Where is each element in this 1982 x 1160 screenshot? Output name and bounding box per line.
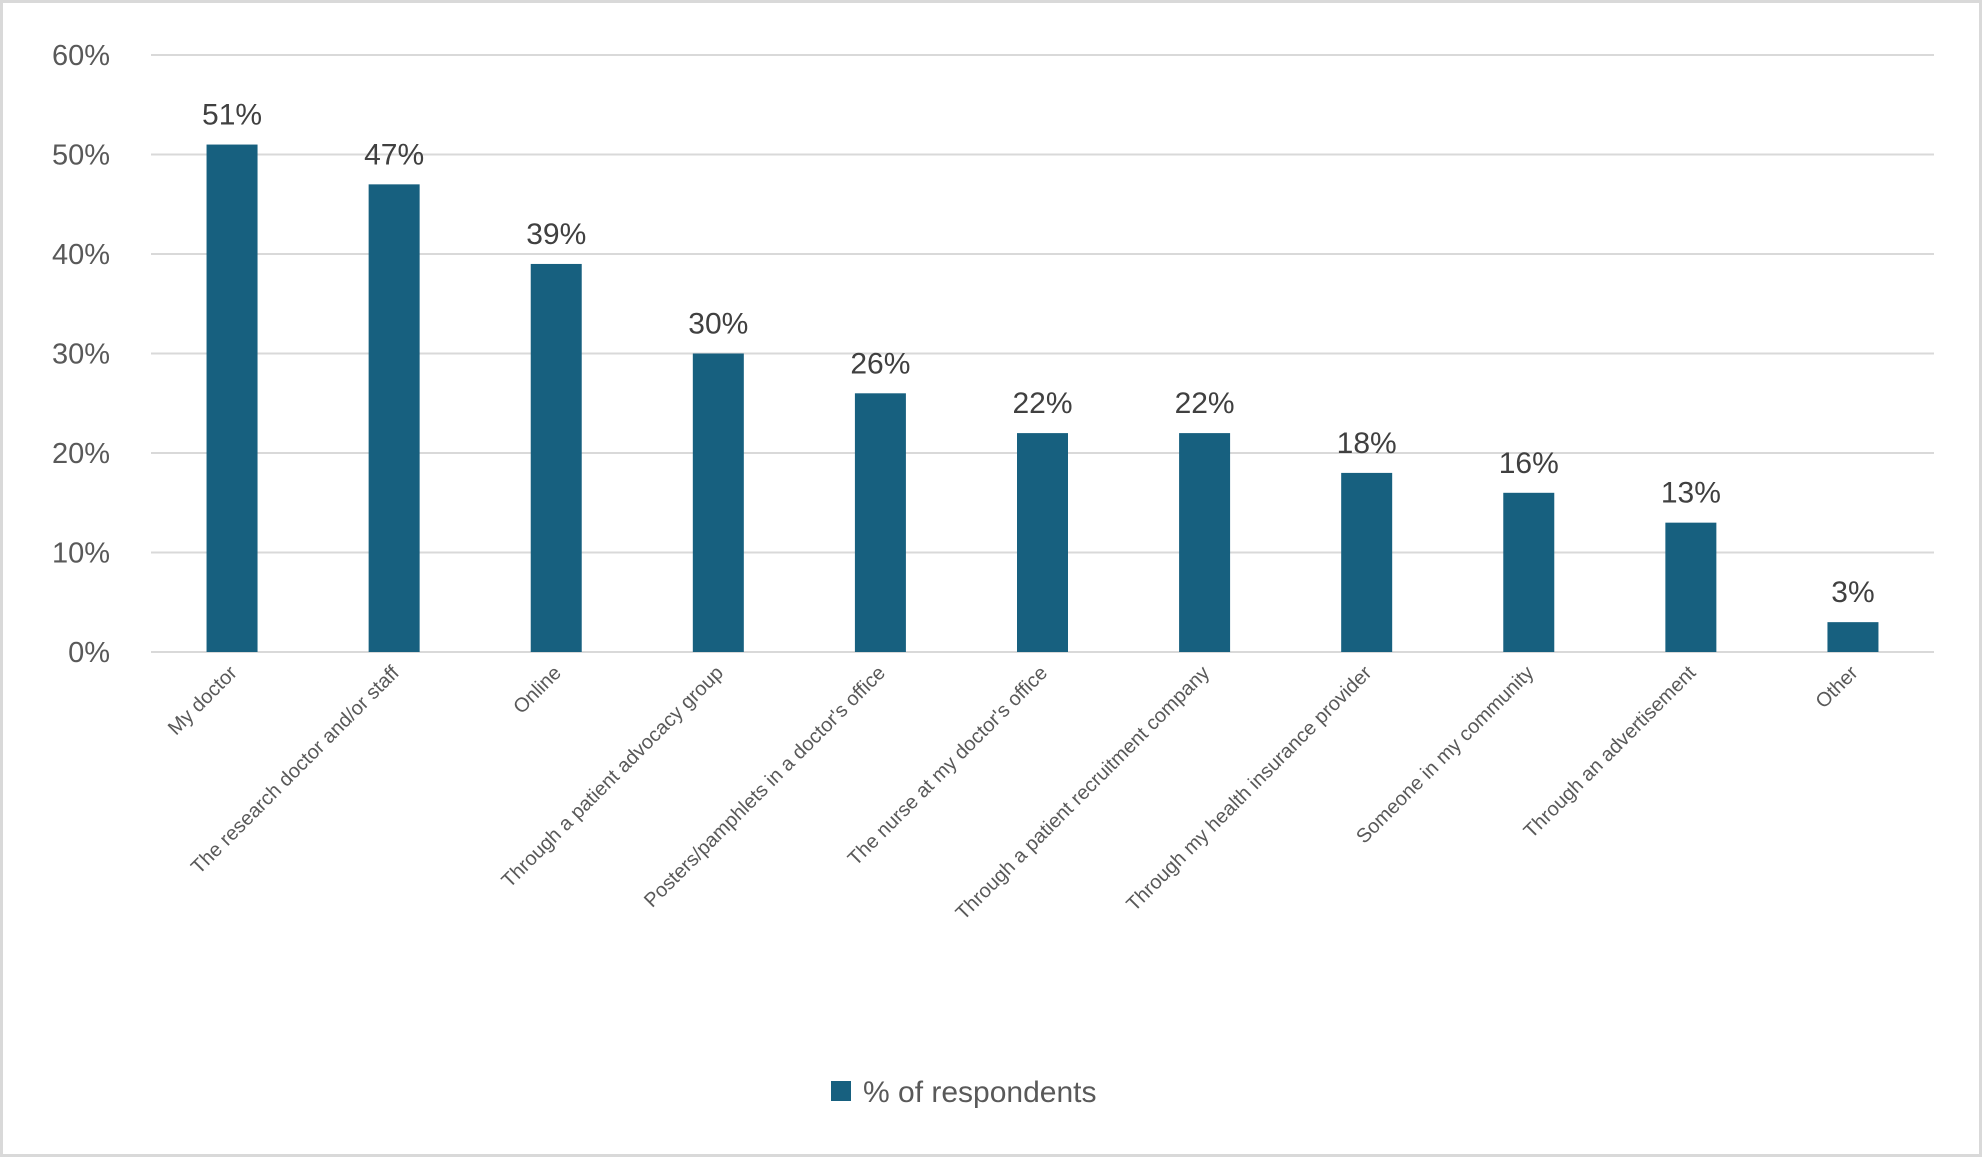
y-tick-label: 60% [52, 40, 110, 72]
bar [692, 353, 744, 652]
data-label: 18% [1337, 427, 1397, 460]
bar [1503, 492, 1555, 652]
x-tick-label: My doctor [164, 662, 242, 740]
data-label: 22% [1175, 387, 1235, 420]
legend-label: % of respondents [863, 1076, 1096, 1109]
data-label: 13% [1661, 477, 1721, 510]
bar [1179, 433, 1231, 652]
bar [1827, 622, 1879, 652]
bar [530, 263, 582, 652]
data-label: 3% [1831, 576, 1874, 609]
data-label: 22% [1012, 387, 1072, 420]
data-label: 16% [1499, 447, 1559, 480]
data-label: 30% [688, 308, 748, 341]
y-tick-label: 30% [52, 339, 110, 371]
data-label: 26% [850, 347, 910, 380]
bar [368, 184, 420, 652]
bar [1341, 472, 1393, 652]
data-label: 39% [526, 218, 586, 251]
y-tick-label: 0% [68, 637, 110, 669]
x-tick-label: Other [1812, 662, 1863, 713]
x-tick-label: Through a patient recruitment company [952, 662, 1214, 924]
legend-swatch [831, 1081, 851, 1101]
data-label: 47% [364, 138, 424, 171]
y-tick-label: 50% [52, 140, 110, 172]
y-tick-label: 20% [52, 438, 110, 470]
bar [854, 393, 906, 652]
bar [206, 144, 258, 653]
bar [1017, 433, 1068, 652]
x-tick-label: Through an advertisement [1520, 662, 1701, 843]
y-tick-label: 40% [52, 239, 110, 271]
x-tick-label: Online [509, 662, 565, 718]
data-label: 51% [202, 99, 262, 132]
bar [1665, 522, 1717, 652]
y-tick-label: 10% [52, 538, 110, 570]
x-tick-label: Someone in my community [1352, 662, 1538, 848]
